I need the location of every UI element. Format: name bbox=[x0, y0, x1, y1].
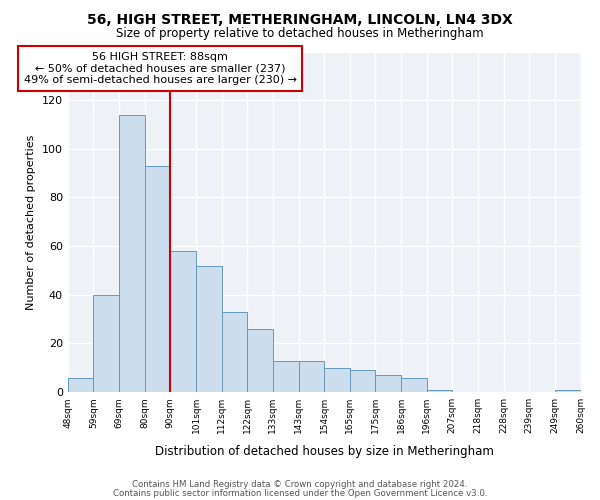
Bar bbox=[273, 360, 299, 392]
Text: 56 HIGH STREET: 88sqm
← 50% of detached houses are smaller (237)
49% of semi-det: 56 HIGH STREET: 88sqm ← 50% of detached … bbox=[23, 52, 296, 85]
Bar bbox=[299, 360, 324, 392]
Bar bbox=[196, 266, 221, 392]
Bar bbox=[555, 390, 581, 392]
Bar bbox=[94, 295, 119, 392]
Bar bbox=[350, 370, 376, 392]
Bar bbox=[324, 368, 350, 392]
Bar bbox=[145, 166, 170, 392]
Text: 56, HIGH STREET, METHERINGHAM, LINCOLN, LN4 3DX: 56, HIGH STREET, METHERINGHAM, LINCOLN, … bbox=[87, 12, 513, 26]
Bar bbox=[221, 312, 247, 392]
Text: Size of property relative to detached houses in Metheringham: Size of property relative to detached ho… bbox=[116, 28, 484, 40]
Text: Contains public sector information licensed under the Open Government Licence v3: Contains public sector information licen… bbox=[113, 489, 487, 498]
Bar bbox=[170, 251, 196, 392]
X-axis label: Distribution of detached houses by size in Metheringham: Distribution of detached houses by size … bbox=[155, 444, 494, 458]
Bar bbox=[376, 375, 401, 392]
Bar bbox=[119, 115, 145, 392]
Y-axis label: Number of detached properties: Number of detached properties bbox=[26, 134, 36, 310]
Bar bbox=[427, 390, 452, 392]
Bar bbox=[247, 329, 273, 392]
Bar bbox=[68, 378, 94, 392]
Bar bbox=[401, 378, 427, 392]
Text: Contains HM Land Registry data © Crown copyright and database right 2024.: Contains HM Land Registry data © Crown c… bbox=[132, 480, 468, 489]
